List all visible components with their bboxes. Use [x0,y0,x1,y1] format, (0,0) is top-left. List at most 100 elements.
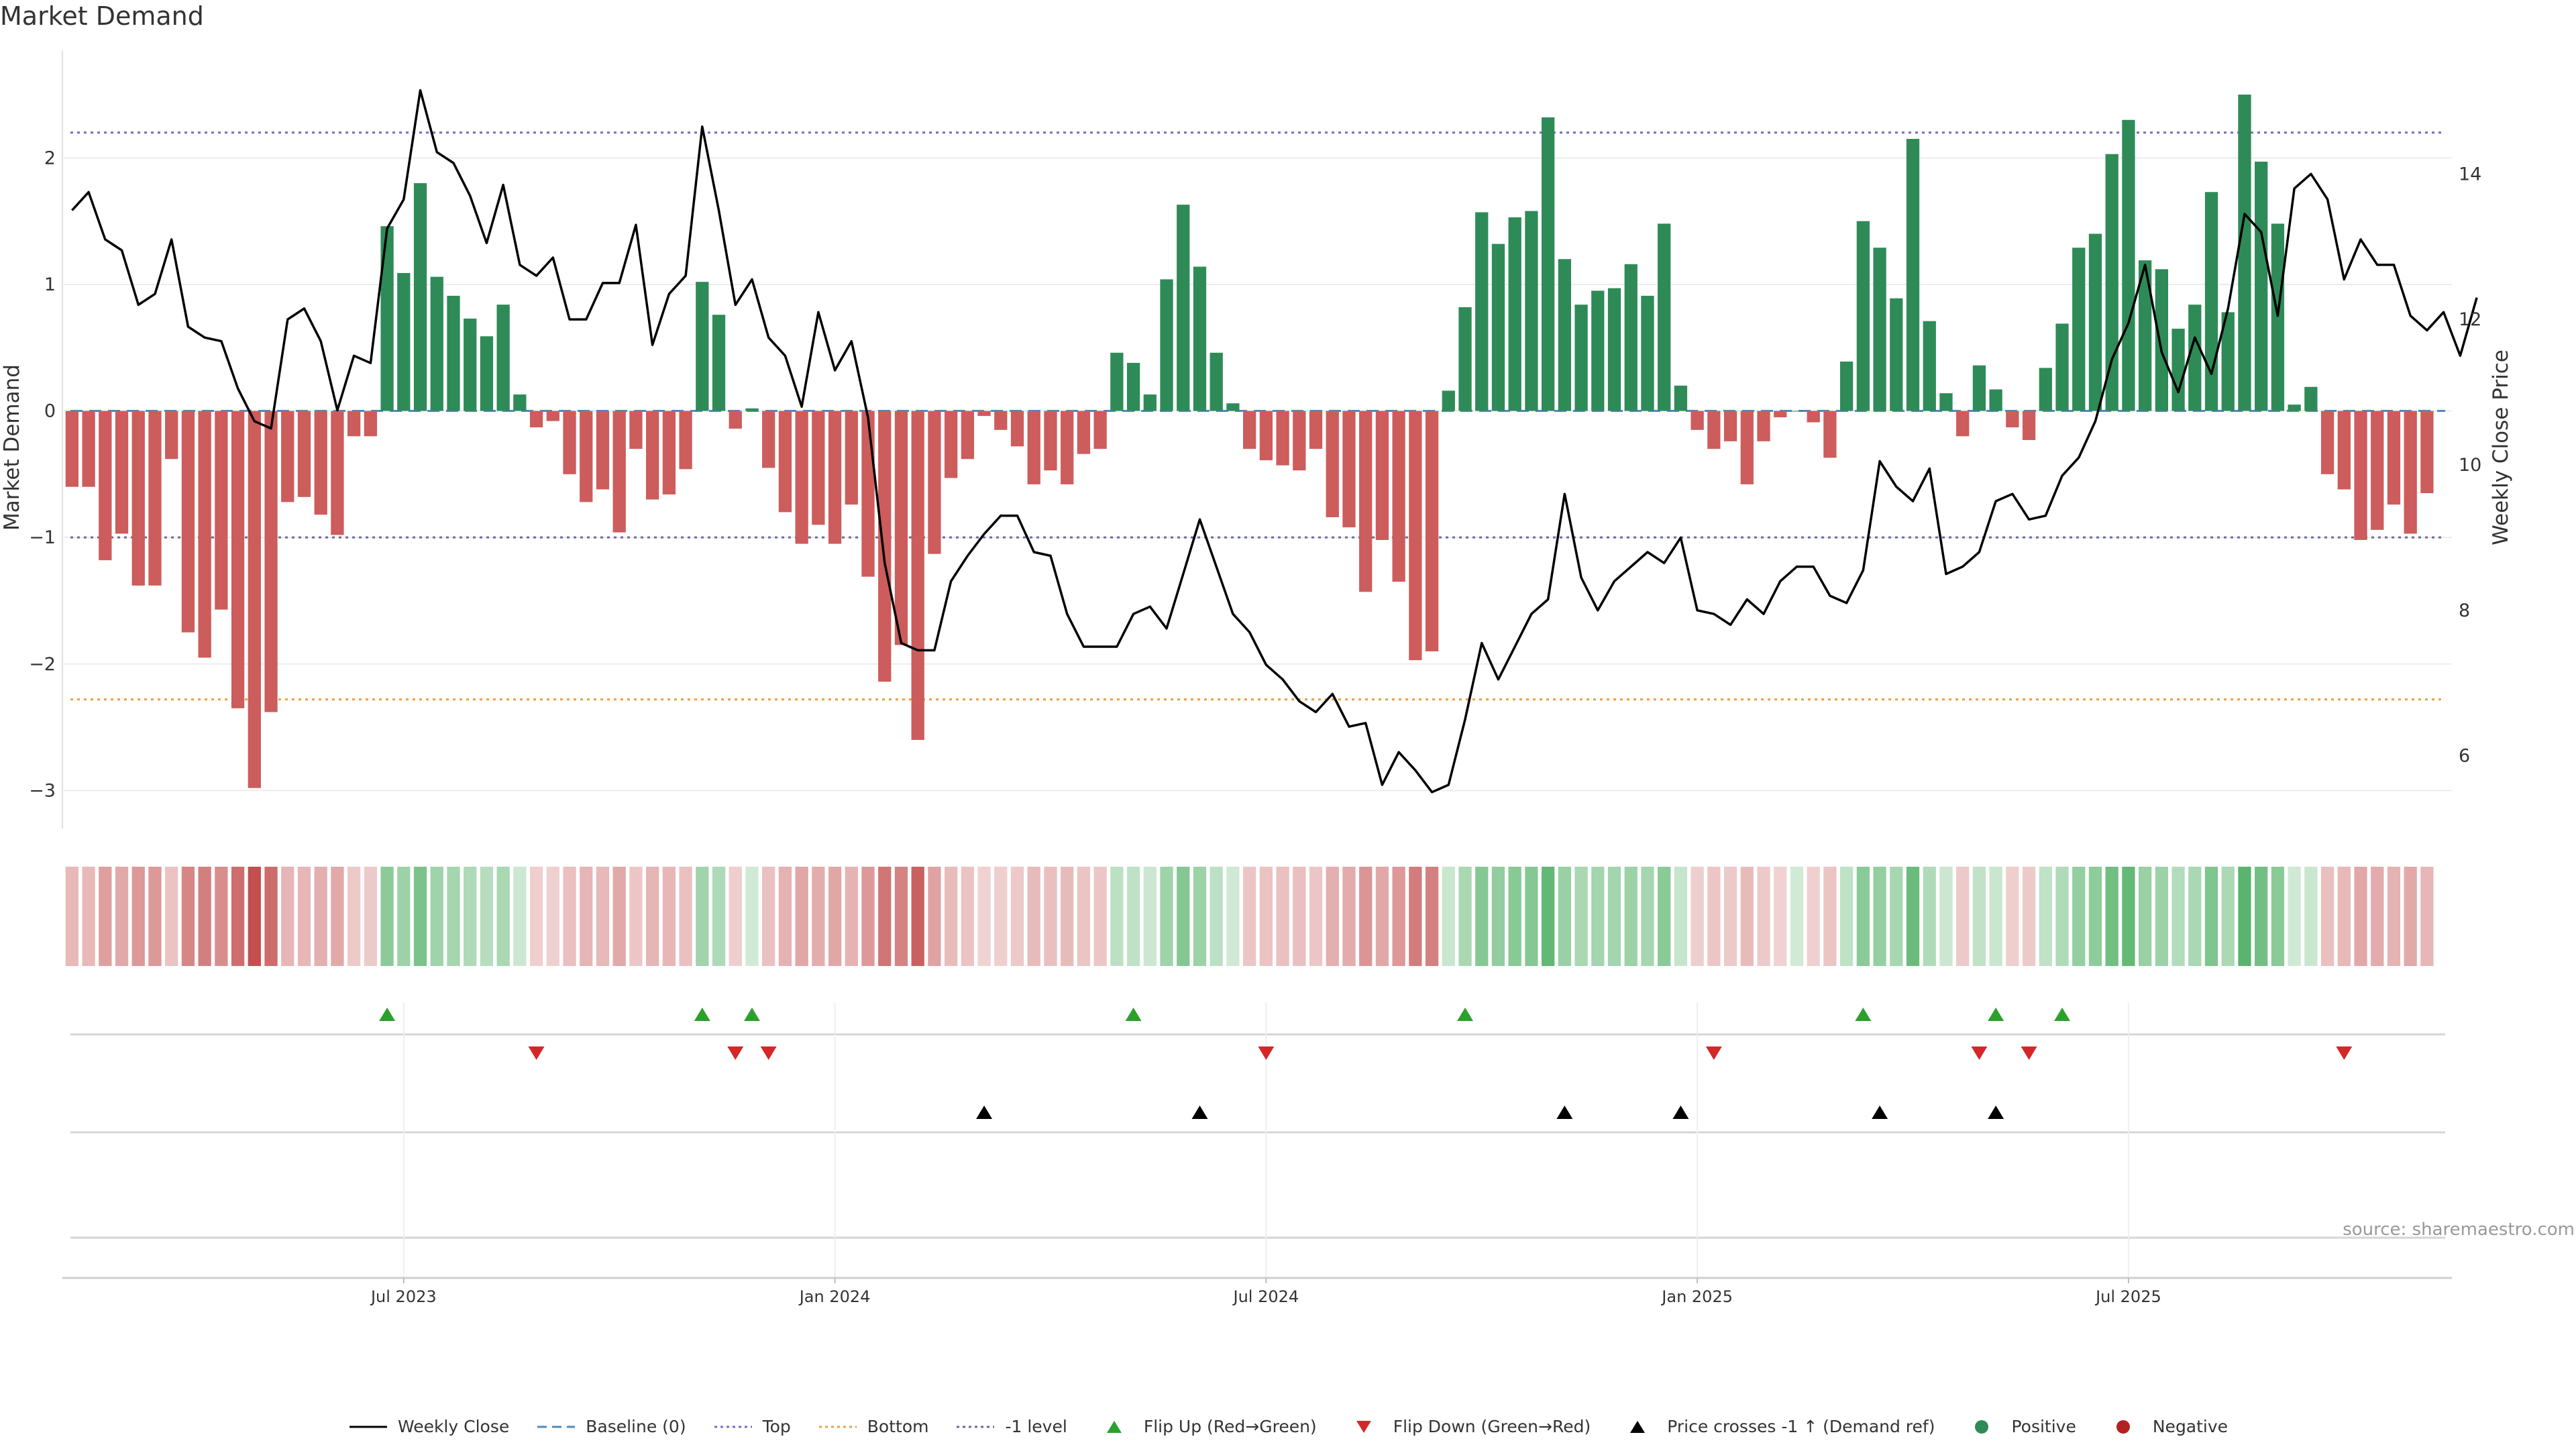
legend-label: Positive [2011,1417,2076,1436]
demand-bar [364,411,378,437]
demand-bar [2238,95,2251,411]
heat-cell [662,867,676,966]
legend-label: Top [762,1417,791,1436]
demand-bar [529,411,543,428]
demand-bar [447,295,460,411]
heat-cell [1707,867,1721,966]
legend-item: Flip Up (Red→Green) [1094,1417,1317,1436]
demand-bar [1326,411,1339,517]
heat-cell [828,867,842,966]
heat-cell [480,867,494,966]
heat-cell [1939,867,1953,966]
demand-bar [961,411,975,460]
heat-cell [1392,867,1405,966]
heat-cell [812,867,825,966]
demand-bar [248,411,261,788]
heat-cell [1409,867,1422,966]
heat-cell [1641,867,1654,966]
demand-bar [596,411,610,490]
demand-bar [1906,139,1920,411]
heat-cell [1160,867,1173,966]
demand-bar [347,411,361,437]
heat-cell [845,867,858,966]
demand-bar [729,411,742,429]
heat-cell [1972,867,1986,966]
heat-cell [1458,867,1472,966]
demand-bar [2255,161,2268,411]
demand-bar [1707,411,1721,449]
heat-cell [380,867,394,966]
demand-bar [397,272,411,411]
demand-bar [1293,411,1306,471]
y-tick-label: −3 [29,780,56,801]
demand-bar [464,318,477,411]
demand-bar [413,183,427,411]
heat-cell [529,867,543,966]
y-tick-label: 1 [44,274,56,295]
demand-bar [264,411,278,712]
demand-bar [2088,233,2102,411]
demand-bar [1242,411,1256,449]
demand-bar [2188,305,2202,411]
chart-title: Market Demand [0,1,204,31]
demand-bar [828,411,842,544]
demand-bar [1591,290,1605,411]
demand-bar [845,411,858,505]
demand-bar [1740,411,1754,484]
x-tick-label: Jul 2023 [370,1287,437,1306]
demand-bar [1574,305,1588,411]
y2-tick-label: 14 [2459,164,2481,184]
heat-cell [1143,867,1157,966]
heat-cell [2255,867,2268,966]
demand-bar [1972,365,1986,411]
demand-bar [1210,352,1223,411]
demand-bar [977,411,991,417]
demand-bar [1558,259,1572,411]
demand-bar [861,411,875,577]
source-label: source: sharemaestro.com [2343,1220,2575,1240]
heat-cell [231,867,245,966]
price-cross-marker [976,1106,993,1119]
heat-cell [1359,867,1373,966]
heat-cell [1674,867,1688,966]
demand-bar [645,411,659,500]
legend-label: Flip Up (Red→Green) [1143,1417,1317,1436]
legend-symbol [1106,1420,1122,1433]
price-line [71,89,2478,794]
heat-cell [861,867,875,966]
legend-symbol [2116,1419,2130,1434]
legend-label: Bottom [867,1417,929,1436]
legend-item: Weekly Close [348,1417,509,1436]
demand-bar [2404,411,2417,534]
demand-bar [696,282,709,411]
demand-bar [2006,411,2019,428]
demand-bar [1259,411,1273,461]
heat-cell [1558,867,1572,966]
heat-cell [364,867,378,966]
heat-cell [1044,867,1057,966]
heat-cell [762,867,775,966]
demand-bar [1508,217,1521,411]
y2-tick-label: 10 [2459,455,2481,476]
heat-cell [1989,867,2002,966]
demand-bar [1392,411,1405,582]
x-tick-label: Jan 2025 [1660,1287,1733,1306]
heat-cell [612,867,626,966]
flip-down-marker [528,1046,545,1060]
demand-bar [1226,403,1240,411]
x-tick-label: Jul 2024 [1232,1287,1299,1306]
heat-cell [1110,867,1124,966]
demand-bar [1923,321,1936,411]
demand-bar [1873,248,1886,411]
heat-cell [546,867,559,966]
legend-circle [1975,1419,1989,1434]
heat-cell [2204,867,2218,966]
legend-triangle-up [1106,1420,1122,1433]
x-tick-label: Jul 2025 [2094,1287,2161,1306]
demand-bar [612,411,626,533]
demand-bar [281,411,294,502]
demand-bar [1010,411,1024,447]
flip-down-marker [760,1046,777,1060]
heat-cell [745,867,759,966]
